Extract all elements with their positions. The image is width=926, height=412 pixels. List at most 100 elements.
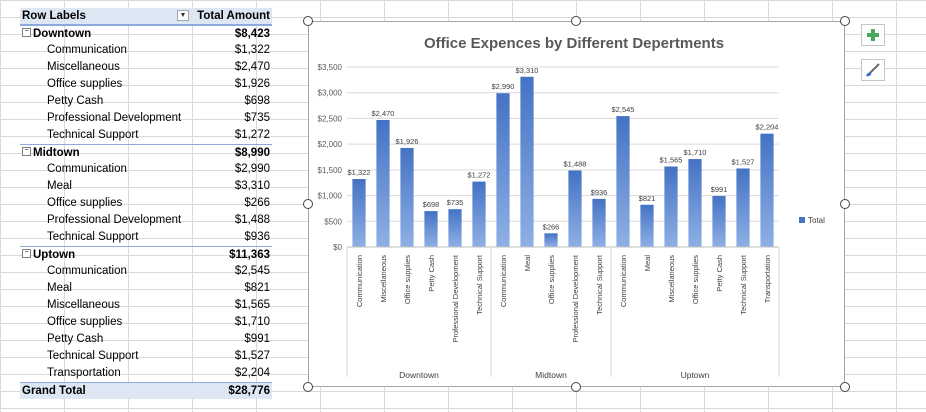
data-label: $1,565 [660,156,683,165]
x-category-label: Petty Cash [715,255,724,292]
plus-icon [867,29,879,41]
data-label: $1,527 [732,157,755,166]
item-amount: $2,990 [234,163,270,175]
pivot-item-row[interactable]: Communication $2,990 [20,161,272,178]
pivot-item-row[interactable]: Meal $3,310 [20,178,272,195]
resize-handle-top[interactable] [571,16,581,26]
collapse-toggle-icon[interactable]: − [22,147,31,157]
x-category-label: Petty Cash [427,255,436,292]
item-amount: $2,545 [234,265,270,277]
chart-elements-button[interactable] [861,24,885,46]
filter-dropdown-icon[interactable]: ▼ [177,10,189,21]
pivot-group-row[interactable]: − Midtown $8,990 [20,144,272,161]
item-amount: $936 [244,231,270,243]
pivot-item-row[interactable]: Professional Development $1,488 [20,212,272,229]
x-category-label: Office supplies [691,255,700,304]
bar [664,166,678,247]
bar [688,159,702,247]
data-label: $1,322 [348,168,371,177]
bar [520,76,534,247]
chart-svg: Office Expences by Different Depertments… [318,35,826,380]
chart-area[interactable]: Office Expences by Different Depertments… [308,21,845,387]
item-label: Office supplies [47,316,123,328]
data-label: $2,204 [756,123,779,132]
group-total: $8,990 [234,147,270,159]
pivot-item-row[interactable]: Office supplies $1,926 [20,76,272,93]
pivot-table: Row Labels ▼ Total Amount − Downtown $8,423 Co… [20,8,272,399]
x-category-label: Technical Support [739,254,748,315]
x-category-label: Professional Development [571,254,580,342]
item-amount: $821 [244,282,270,294]
grand-total-amount: $28,776 [228,385,270,397]
resize-handle-bottom-right[interactable] [840,382,850,392]
item-label: Communication [47,163,127,175]
pivot-item-row[interactable]: Office supplies $1,710 [20,314,272,331]
resize-handle-left[interactable] [303,199,313,209]
bar [472,181,486,247]
bar [544,233,558,247]
y-tick-label: $1,000 [318,192,343,201]
resize-handle-top-left[interactable] [303,16,313,26]
data-label: $936 [591,188,608,197]
bar [400,147,414,247]
item-amount: $1,710 [234,316,270,328]
grand-total-label: Grand Total [22,385,86,397]
pivot-item-row[interactable]: Communication $1,322 [20,42,272,59]
pivot-item-row[interactable]: Technical Support $936 [20,229,272,246]
pivot-item-row[interactable]: Petty Cash $991 [20,331,272,348]
pivot-group-row[interactable]: − Uptown $11,363 [20,246,272,263]
x-group-label: Downtown [399,370,439,380]
bar [352,179,366,247]
x-category-label: Professional Development [451,254,460,342]
x-category-label: Transportation [763,255,772,303]
pivot-group-row[interactable]: − Downtown $8,423 [20,25,272,42]
data-label: $3,310 [516,66,539,75]
y-tick-label: $2,000 [318,140,343,149]
pivot-item-row[interactable]: Miscellaneous $2,470 [20,59,272,76]
bar [376,119,390,247]
data-label: $991 [711,185,728,194]
x-group-label: Midtown [535,370,567,380]
item-label: Communication [47,265,127,277]
collapse-toggle-icon[interactable]: − [22,28,31,38]
chart-styles-button[interactable] [861,59,885,81]
x-category-label: Office supplies [547,255,556,304]
x-category-label: Office supplies [403,255,412,304]
item-label: Meal [47,180,72,192]
pivot-item-row[interactable]: Technical Support $1,527 [20,348,272,365]
item-amount: $991 [244,333,270,345]
item-label: Technical Support [47,129,139,141]
brush-icon [866,63,880,77]
item-amount: $2,470 [234,61,270,73]
pivot-item-row[interactable]: Office supplies $266 [20,195,272,212]
grand-total-row[interactable]: Grand Total $28,776 [20,382,272,399]
pivot-item-row[interactable]: Professional Development $735 [20,110,272,127]
y-tick-label: $0 [333,243,342,252]
pivot-item-row[interactable]: Transportation $2,204 [20,365,272,382]
item-amount: $1,488 [234,214,270,226]
x-category-label: Communication [499,255,508,307]
bar [448,209,462,247]
data-label: $698 [423,200,440,209]
group-total: $8,423 [234,28,270,40]
item-label: Miscellaneous [47,61,120,73]
pivot-item-row[interactable]: Communication $2,545 [20,263,272,280]
item-label: Office supplies [47,78,123,90]
data-label: $821 [639,194,656,203]
item-amount: $2,204 [234,367,270,379]
pivot-item-row[interactable]: Miscellaneous $1,565 [20,297,272,314]
resize-handle-right[interactable] [840,199,850,209]
resize-handle-bottom[interactable] [571,382,581,392]
pivot-header-row[interactable]: Row Labels ▼ Total Amount [20,8,272,25]
pivot-item-row[interactable]: Petty Cash $698 [20,93,272,110]
y-tick-label: $500 [324,217,342,226]
x-category-label: Miscellaneous [667,255,676,303]
pivot-item-row[interactable]: Technical Support $1,272 [20,127,272,144]
data-label: $1,488 [564,159,587,168]
resize-handle-top-right[interactable] [840,16,850,26]
x-category-label: Meal [523,255,532,272]
pivot-item-row[interactable]: Meal $821 [20,280,272,297]
x-category-label: Communication [619,255,628,307]
collapse-toggle-icon[interactable]: − [22,249,31,259]
resize-handle-bottom-left[interactable] [303,382,313,392]
